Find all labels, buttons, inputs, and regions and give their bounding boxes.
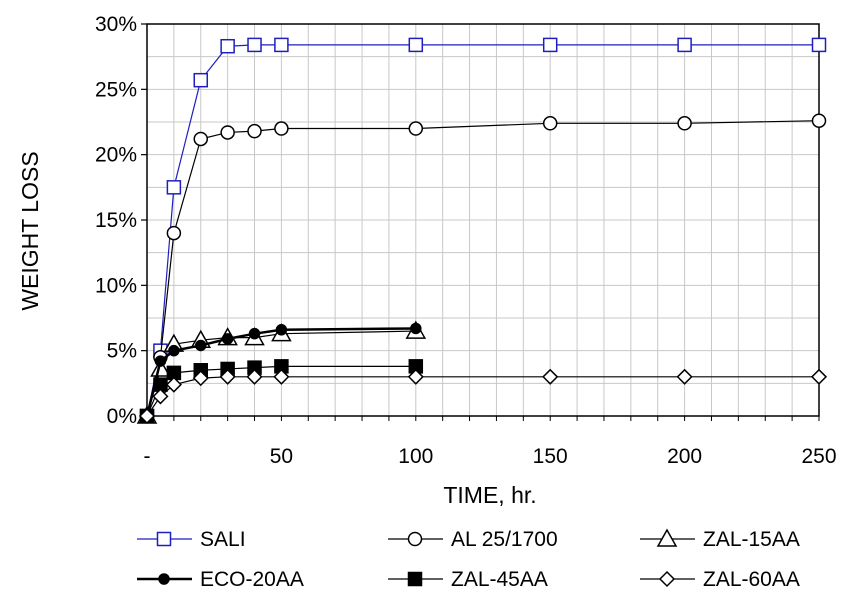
data-point xyxy=(408,37,424,53)
data-point xyxy=(811,37,827,53)
data-point xyxy=(677,37,692,53)
data-point xyxy=(220,125,235,140)
data-point xyxy=(273,368,290,385)
data-point xyxy=(152,388,169,405)
series-zal-45aa xyxy=(139,359,424,424)
data-point xyxy=(677,116,692,131)
y-tick-label: 25% xyxy=(95,78,137,101)
legend-label: ZAL-15AA xyxy=(703,528,800,551)
y-tick-label: 0% xyxy=(107,405,137,428)
data-point xyxy=(195,339,207,352)
data-point xyxy=(542,368,559,385)
y-tick-label: 30% xyxy=(95,13,137,36)
series-al-25-1700 xyxy=(139,113,827,424)
legend-item: ECO-20AA xyxy=(137,568,304,591)
legend-marker xyxy=(407,571,423,587)
legend-label: ECO-20AA xyxy=(200,568,304,591)
x-tick-label: - xyxy=(144,445,151,468)
legend-label: ZAL-60AA xyxy=(703,568,800,591)
legend-item: ZAL-15AA xyxy=(640,528,800,551)
data-point xyxy=(542,116,558,131)
legend-item: SALI xyxy=(137,528,246,551)
data-point xyxy=(220,38,235,54)
data-point xyxy=(165,376,182,393)
data-point xyxy=(219,368,236,385)
y-tick-label: 20% xyxy=(95,144,137,167)
legend-label: ZAL-45AA xyxy=(451,568,548,591)
x-axis-title: TIME, hr. xyxy=(443,482,536,508)
data-point xyxy=(274,37,289,53)
data-point xyxy=(274,121,289,136)
legend: SALI AL 25/1700 ZAL-15AA ECO-20AA ZAL-45AA ZA… xyxy=(137,528,800,591)
data-point xyxy=(138,407,156,425)
x-tick-label: 250 xyxy=(801,445,836,468)
data-point xyxy=(221,333,234,345)
data-point xyxy=(246,368,263,385)
data-point xyxy=(811,113,827,128)
legend-marker xyxy=(158,573,170,585)
legend-item: ZAL-45AA xyxy=(388,568,548,591)
data-point xyxy=(410,322,422,335)
y-axis-title: WEIGHT LOSS xyxy=(17,151,43,310)
y-tick-label: 15% xyxy=(95,209,137,232)
x-tick-label: 150 xyxy=(533,445,568,468)
legend-label: SALI xyxy=(200,528,246,551)
data-point xyxy=(542,37,558,53)
legend-item: ZAL-60AA xyxy=(640,568,800,591)
x-tick-label: 100 xyxy=(398,445,433,468)
x-tick-label: 50 xyxy=(270,445,293,468)
series-layer xyxy=(136,37,828,425)
legend-item: AL 25/1700 xyxy=(388,528,558,551)
legend-marker xyxy=(658,570,676,588)
data-point xyxy=(247,123,262,139)
x-tick-label: 200 xyxy=(667,445,702,468)
horizontal-gridlines xyxy=(147,56,819,384)
legend-marker xyxy=(407,531,423,547)
data-point xyxy=(166,225,182,241)
data-point xyxy=(193,131,209,147)
series-eco-20aa xyxy=(141,322,422,422)
data-point xyxy=(810,368,828,385)
data-point xyxy=(154,355,167,367)
legend-marker xyxy=(656,528,678,547)
data-point xyxy=(407,368,424,385)
data-point xyxy=(193,72,209,88)
data-point xyxy=(150,358,171,377)
y-axis-ticks: 0% 5% 10% 15% 20% 25% 30% xyxy=(95,13,147,428)
data-point xyxy=(247,37,262,53)
data-point xyxy=(192,370,209,387)
series-zal-60aa xyxy=(138,368,828,425)
legend-label: AL 25/1700 xyxy=(451,528,558,551)
data-point xyxy=(676,368,693,385)
y-tick-label: 10% xyxy=(95,274,137,297)
data-point xyxy=(248,327,261,340)
data-point xyxy=(166,180,182,195)
data-point xyxy=(168,344,180,357)
data-point xyxy=(408,121,424,136)
x-axis-ticks: - 50 100 150 200 250 xyxy=(144,416,837,468)
y-tick-label: 5% xyxy=(107,340,137,363)
legend-marker xyxy=(156,531,172,547)
data-point xyxy=(275,324,288,336)
